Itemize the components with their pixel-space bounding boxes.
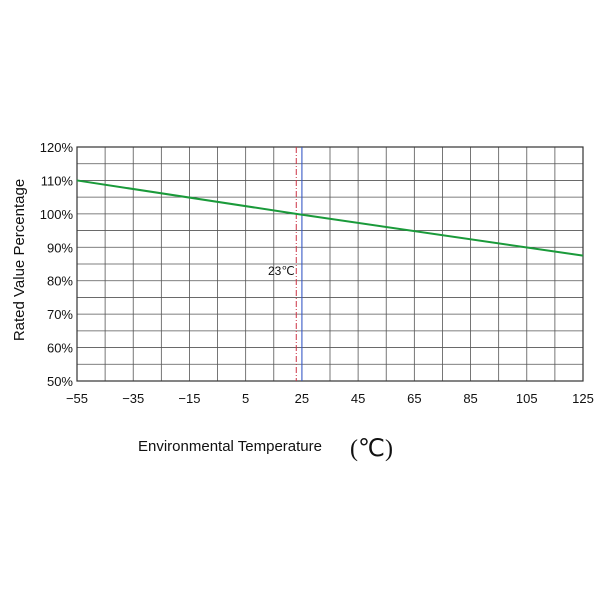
- y-tick-label: 100%: [40, 207, 74, 222]
- y-tick-label: 70%: [47, 307, 73, 322]
- y-tick-label: 80%: [47, 274, 73, 289]
- x-tick-label: 65: [407, 391, 421, 406]
- y-tick-label: 50%: [47, 374, 73, 389]
- x-tick-label: −35: [122, 391, 144, 406]
- x-axis-label: Environmental Temperature: [138, 438, 322, 455]
- x-tick-label: 85: [463, 391, 477, 406]
- x-tick-label: 125: [572, 391, 594, 406]
- x-tick-label: 105: [516, 391, 538, 406]
- series-line: [76, 179, 584, 257]
- y-axis-label: Rated Value Percentage: [11, 179, 28, 341]
- y-tick-label: 110%: [41, 173, 74, 188]
- x-tick-label: −15: [178, 391, 200, 406]
- tick-labels: −55 −35 −15 5 25 45 65 85 105 125 50% 60% 70% 80% 90% 1…: [40, 140, 594, 406]
- reference-lines: [295, 147, 303, 381]
- x-axis-unit: (℃): [350, 436, 393, 462]
- y-tick-label: 120%: [40, 140, 74, 155]
- x-tick-label: 5: [242, 391, 249, 406]
- y-tick-label: 90%: [47, 240, 73, 255]
- grid: [76, 146, 584, 382]
- y-tick-label: 60%: [47, 341, 73, 356]
- x-tick-label: 45: [351, 391, 365, 406]
- reference-label: 23℃: [268, 264, 295, 278]
- x-tick-label: 25: [295, 391, 309, 406]
- x-tick-label: −55: [66, 391, 88, 406]
- series: [76, 179, 584, 257]
- plot-frame: [76, 146, 584, 382]
